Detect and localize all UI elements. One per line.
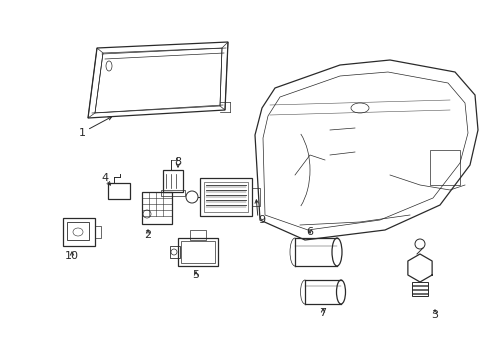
Text: 10: 10	[65, 251, 79, 261]
Bar	[163, 170, 183, 192]
Bar	[203, 182, 247, 212]
Bar	[95, 226, 101, 238]
Bar	[161, 190, 184, 196]
Text: 9: 9	[258, 215, 265, 225]
Bar	[429, 150, 459, 185]
Text: 8: 8	[174, 157, 181, 167]
Bar	[411, 282, 427, 296]
Bar	[178, 238, 218, 266]
Text: 7: 7	[319, 308, 326, 318]
Bar	[170, 246, 180, 258]
Bar	[200, 178, 251, 216]
Text: 3: 3	[430, 310, 438, 320]
Bar	[142, 192, 172, 224]
Bar	[251, 188, 260, 206]
Text: 1: 1	[79, 128, 85, 138]
Text: 4: 4	[101, 173, 108, 183]
Text: 6: 6	[306, 227, 313, 237]
Bar	[190, 230, 205, 240]
Bar	[181, 241, 215, 263]
Text: 5: 5	[192, 270, 199, 280]
Bar	[67, 222, 89, 240]
Bar	[63, 218, 95, 246]
Bar	[108, 183, 130, 199]
Text: 2: 2	[144, 230, 151, 240]
